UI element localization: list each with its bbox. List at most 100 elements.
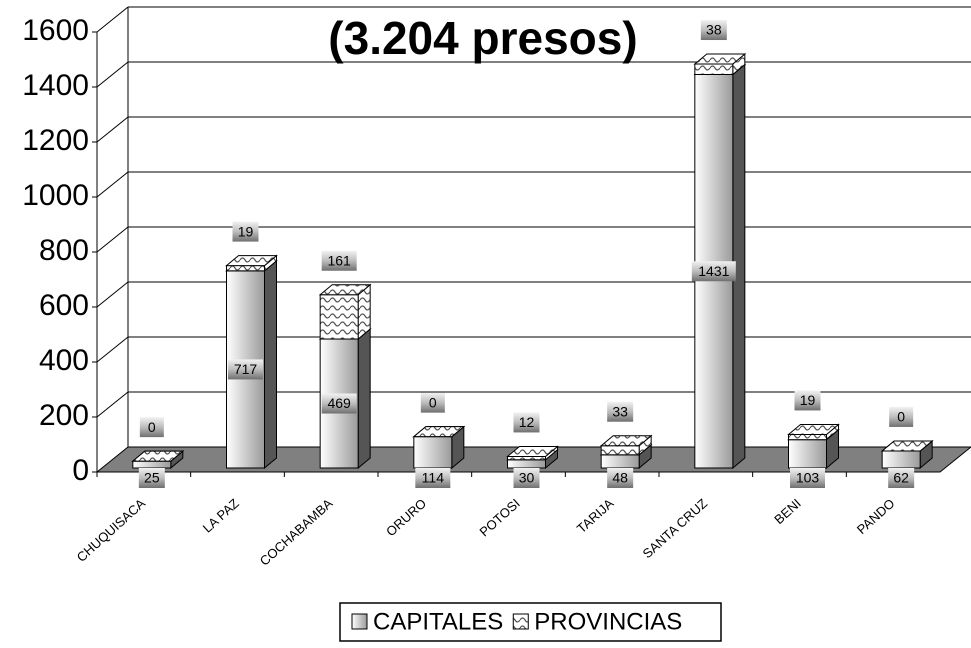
bar-segment [880, 440, 934, 452]
data-label: 33 [612, 403, 628, 419]
grid-line [96, 6, 129, 33]
bar-front [600, 454, 640, 469]
data-label-box [691, 261, 736, 282]
data-label: 48 [612, 470, 628, 486]
bar-side [357, 327, 371, 470]
data-label: 1431 [698, 263, 729, 279]
grid-line [96, 391, 129, 418]
data-label: 0 [897, 409, 905, 425]
bar-segment [131, 450, 185, 462]
grid-line [96, 281, 129, 308]
bar-front [788, 439, 827, 469]
grid-line [96, 171, 129, 198]
bar-top [131, 450, 185, 462]
data-label-box [700, 20, 727, 41]
legend-box [339, 602, 722, 642]
bar-segment [318, 283, 372, 341]
x-tick-label: CHUQUISACA [74, 495, 149, 564]
data-label: 161 [327, 252, 351, 268]
data-label: 30 [519, 470, 535, 486]
x-tick-label: POTOSI [476, 496, 522, 540]
bar-segment [506, 445, 559, 461]
data-label-box [513, 412, 540, 433]
grid-line [96, 116, 129, 143]
data-label: 19 [238, 223, 254, 239]
bar-segment [412, 426, 466, 438]
data-label-box [794, 390, 821, 411]
bar-top [225, 255, 278, 267]
data-label: 717 [234, 361, 258, 377]
data-label-box [415, 468, 451, 488]
bar-top [412, 426, 466, 438]
bar-top [318, 284, 372, 296]
bar-segment [787, 423, 840, 441]
data-label-box [321, 250, 357, 271]
data-label-box [321, 393, 357, 414]
data-label-box [228, 359, 263, 380]
grid-line [96, 336, 129, 363]
bar-front [413, 436, 453, 469]
bar-front [694, 63, 734, 75]
bar-segment [693, 52, 747, 76]
data-label-box [607, 401, 634, 422]
y-tick-label: 200 [39, 399, 89, 432]
data-label-box [513, 468, 540, 488]
data-label: 103 [796, 470, 820, 486]
data-label-box [420, 392, 445, 413]
data-label-box [790, 468, 825, 488]
data-label-box [138, 468, 165, 488]
bar-front [600, 445, 640, 456]
data-label: 12 [519, 414, 535, 430]
data-label: 38 [706, 22, 722, 38]
data-label: 19 [800, 392, 816, 408]
grid-line [96, 226, 129, 253]
data-label-box [888, 468, 915, 488]
y-tick-label: 600 [39, 289, 89, 322]
data-label: 25 [144, 470, 160, 486]
data-label-box [889, 406, 914, 427]
legend-label: PROVINCIAS [534, 608, 682, 635]
bar-top [506, 445, 559, 457]
chart-title: (3.204 presos) [328, 12, 637, 64]
data-label: 114 [422, 470, 445, 486]
bar-front [507, 459, 546, 469]
y-tick-label: 1000 [22, 179, 89, 212]
y-tick-label: 400 [39, 344, 89, 377]
x-tick-label: TARIJA [574, 495, 617, 536]
bar-top [880, 440, 934, 452]
data-label-box [139, 417, 164, 438]
data-label-box [232, 221, 259, 242]
data-label: 0 [429, 394, 437, 410]
legend-label: CAPITALES [373, 608, 503, 635]
y-tick-label: 1600 [22, 14, 89, 47]
y-tick-label: 0 [72, 454, 89, 487]
data-label: 0 [148, 419, 156, 435]
y-tick-label: 1200 [22, 124, 89, 157]
bar-front [226, 265, 265, 272]
x-tick-label: LA PAZ [200, 496, 242, 536]
bar-front [319, 294, 359, 340]
x-tick-label: PANDO [854, 496, 898, 537]
x-tick-label: ORURO [383, 496, 429, 540]
data-label: 469 [327, 395, 351, 411]
bar-top [599, 435, 653, 447]
data-label-box [607, 468, 634, 488]
grid-line [96, 61, 129, 88]
bar-top [693, 53, 747, 65]
x-tick-label: BENI [771, 496, 804, 527]
bar-segment [225, 254, 278, 272]
legend-swatch [512, 613, 529, 630]
data-label: 62 [893, 470, 909, 486]
legend-swatch [351, 613, 368, 630]
bar-top [787, 423, 840, 435]
bar-segment [599, 434, 653, 456]
bar-front [881, 450, 921, 469]
x-tick-label: COCHABAMBA [257, 495, 336, 568]
y-tick-label: 1400 [22, 69, 89, 102]
y-tick-label: 800 [39, 234, 89, 267]
x-tick-label: SANTA CRUZ [640, 496, 711, 562]
bar-front [132, 460, 172, 469]
bar-side [264, 259, 277, 470]
bar-front [788, 433, 827, 441]
